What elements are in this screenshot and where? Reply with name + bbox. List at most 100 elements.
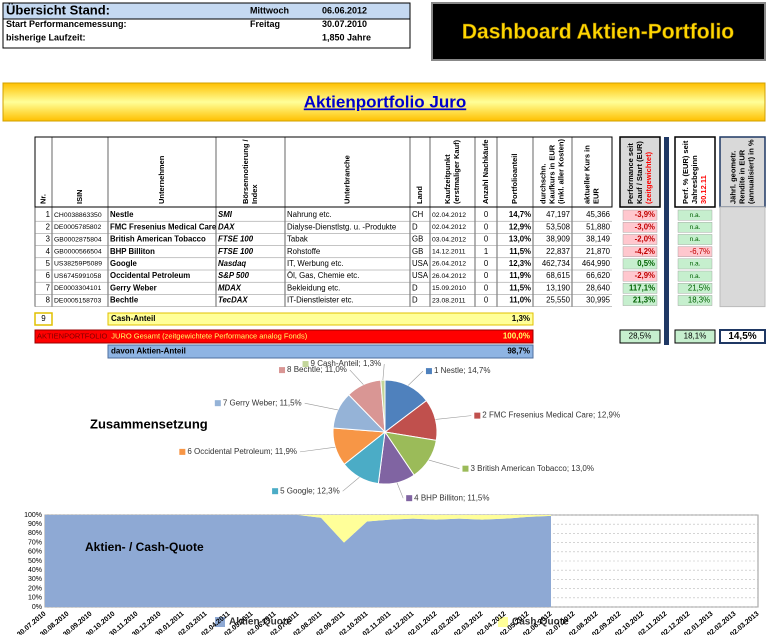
table-cell: GB0000566504	[54, 248, 102, 255]
table-cell: FTSE 100	[218, 235, 254, 244]
ytd-header-bg	[674, 136, 716, 208]
table-cell: 12,3%	[509, 259, 531, 268]
header-label: (zeitgewichtet)	[644, 151, 653, 204]
table-cell: 11,9%	[509, 271, 531, 280]
perf-cell-bg	[677, 246, 713, 258]
divider-bar	[664, 137, 669, 345]
y-tick-label: 70%	[28, 539, 42, 546]
table-cell: 30,995	[586, 296, 611, 305]
total-perf-box	[719, 329, 766, 344]
header-label: durchschn.	[538, 164, 547, 204]
legend-marker	[498, 617, 508, 627]
header-label: 30.12.11	[699, 175, 708, 204]
table-cell: D	[412, 222, 418, 231]
table-cell: 0	[484, 222, 489, 231]
header-label: Kauf / Start (EUR)	[635, 141, 644, 204]
total-share: 100,0%	[503, 332, 530, 341]
header-label: ISIN	[75, 189, 84, 204]
table-cell: Rohstoffe	[287, 247, 320, 256]
table-cell: 462,734	[542, 259, 571, 268]
table-cell: 51,880	[586, 222, 611, 231]
total-perf: 14,5%	[728, 331, 756, 342]
pie-label: 8 Bechtle; 11,0%	[287, 365, 347, 374]
header-label: aktueller Kurs in	[582, 145, 591, 204]
pie-title: Zusammensetzung	[90, 416, 208, 431]
stocks-row-bg	[107, 344, 534, 359]
overview-cell: 1,850 Jahre	[322, 32, 371, 42]
table-cell: 0	[484, 259, 489, 268]
leader-line	[342, 477, 360, 492]
table-cell: USA	[412, 259, 429, 268]
table-cell: USA	[412, 271, 429, 280]
pie-label: 9 Cash-Anteil; 1,3%	[311, 359, 382, 368]
overview-cell: Freitag	[250, 19, 280, 29]
table-cell: S&P 500	[218, 271, 250, 280]
table-cell: 68,615	[546, 271, 571, 280]
pie-label-marker	[302, 361, 309, 368]
table-cell: 14,7%	[509, 210, 531, 219]
perf-cell: 0,5%	[637, 259, 655, 268]
header-label: Unternehmen	[157, 155, 166, 204]
perf-cell: -6,7%	[690, 247, 710, 256]
table-cell: DAX	[218, 222, 235, 231]
table-cell: TecDAX	[218, 296, 248, 305]
perf-cell: 21,3%	[633, 296, 655, 305]
table-cell: Bechtle	[110, 296, 139, 305]
banner-title: Aktienportfolio Juro	[304, 92, 466, 111]
table-cell: 25,550	[546, 296, 571, 305]
perf-cell-bg	[622, 258, 658, 270]
total-perf: 18,1%	[684, 332, 707, 341]
table-cell: 0	[484, 210, 489, 219]
table-cell: US38259P5089	[54, 261, 102, 268]
leader-line	[407, 370, 424, 386]
y-tick-label: 90%	[28, 521, 42, 528]
table-cell: FTSE 100	[218, 247, 254, 256]
table-cell: 02.04.2012	[432, 212, 466, 219]
table-cell: Google	[110, 259, 138, 268]
leader-line	[396, 482, 404, 499]
perf-cell-bg	[677, 221, 713, 233]
pie-label-marker	[425, 368, 432, 375]
table-cell: Dialyse-Dienstlstg. u. -Produkte	[287, 222, 396, 231]
table-cell: 28,640	[586, 283, 611, 292]
table-cell: 38,149	[586, 235, 610, 244]
perf-cell: -2,9%	[635, 271, 655, 280]
page-title: Dashboard Aktien-Portfolio	[462, 21, 734, 44]
table-cell: Bekleidung etc.	[287, 283, 340, 292]
overview-cell: bisherige Laufzeit:	[6, 32, 86, 42]
total-row-bg	[34, 329, 534, 344]
table-cell: BHP Billiton	[110, 247, 155, 256]
header-label: Land	[415, 186, 424, 204]
perf-cell: 21,5%	[688, 283, 710, 292]
perf-cell: 117,1%	[629, 283, 655, 292]
area-series	[45, 515, 551, 607]
header-label: Rendite in EUR	[737, 149, 746, 204]
table-cell: 45,366	[586, 210, 610, 219]
header-label: (annualisiert) in %	[746, 139, 755, 204]
perf-cell: -2,0%	[635, 235, 655, 244]
perf-cell-bg	[677, 258, 713, 270]
perf-cell: n.a.	[690, 273, 701, 280]
annual-body-bg	[719, 206, 766, 308]
header-label: EUR	[591, 188, 600, 204]
pie-label: 4 BHP Billiton; 11,5%	[414, 493, 489, 502]
table-cell: CH	[412, 210, 423, 219]
cash-share: 1,3%	[512, 314, 530, 323]
header-label: Börsennotierung /	[241, 138, 250, 204]
perf-cell-bg	[622, 283, 658, 294]
overview-header	[2, 2, 411, 20]
perf-cell-bg	[677, 234, 713, 245]
cash-nr: 9	[41, 314, 46, 323]
table-cell: 13,190	[546, 283, 571, 292]
table-cell: D	[412, 283, 418, 292]
table-cell: 2	[46, 222, 50, 231]
perf-cell-bg	[622, 295, 658, 306]
pie-label: 1 Nestle; 14,7%	[434, 366, 490, 375]
perf-cell-bg	[677, 209, 713, 221]
pie-label-marker	[179, 448, 186, 455]
overview-cell: 30.07.2010	[322, 19, 367, 29]
perf-cell: -4,2%	[635, 247, 655, 256]
pie-label: 7 Gerry Weber; 11,5%	[223, 398, 302, 407]
table-cell: 22,837	[546, 247, 570, 256]
